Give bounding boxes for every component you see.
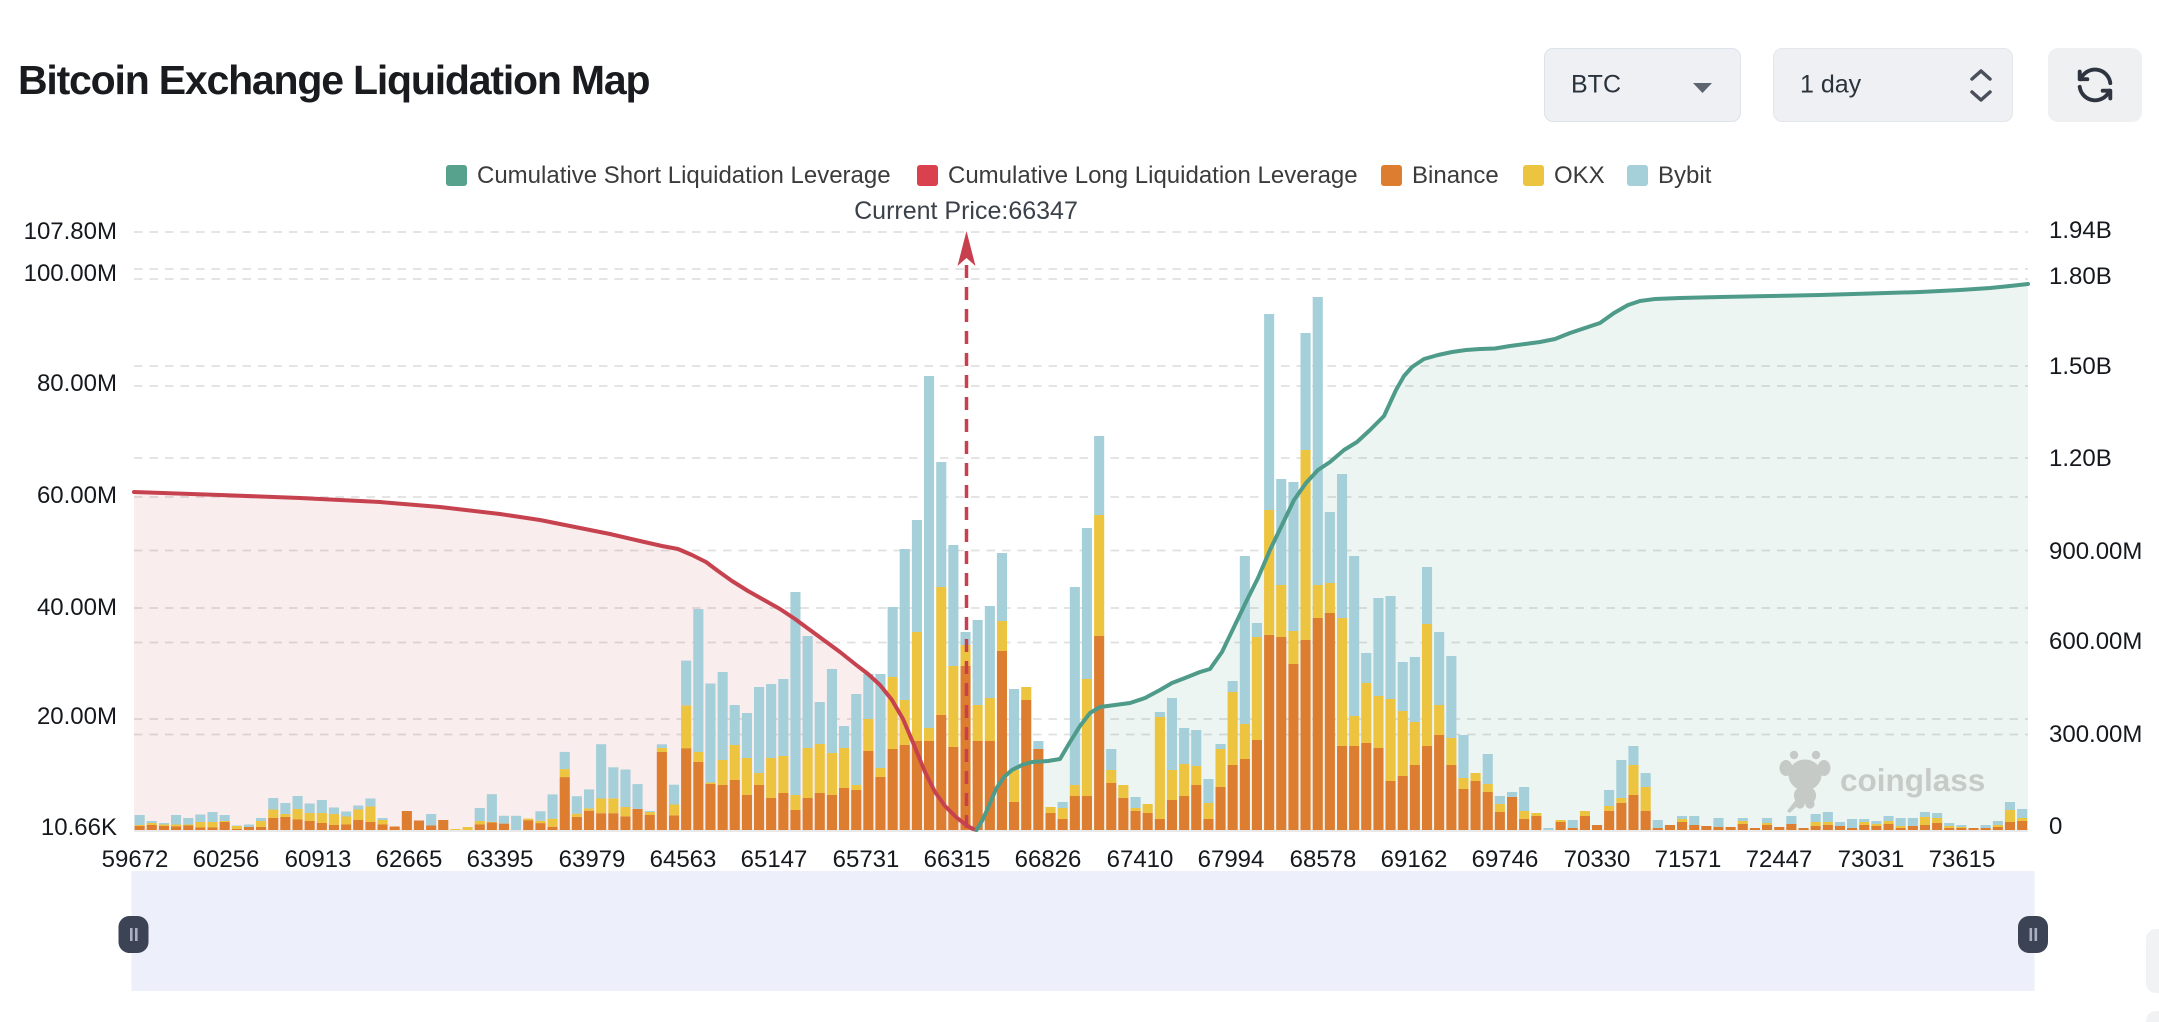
svg-text:coinglass: coinglass xyxy=(1840,762,1985,798)
